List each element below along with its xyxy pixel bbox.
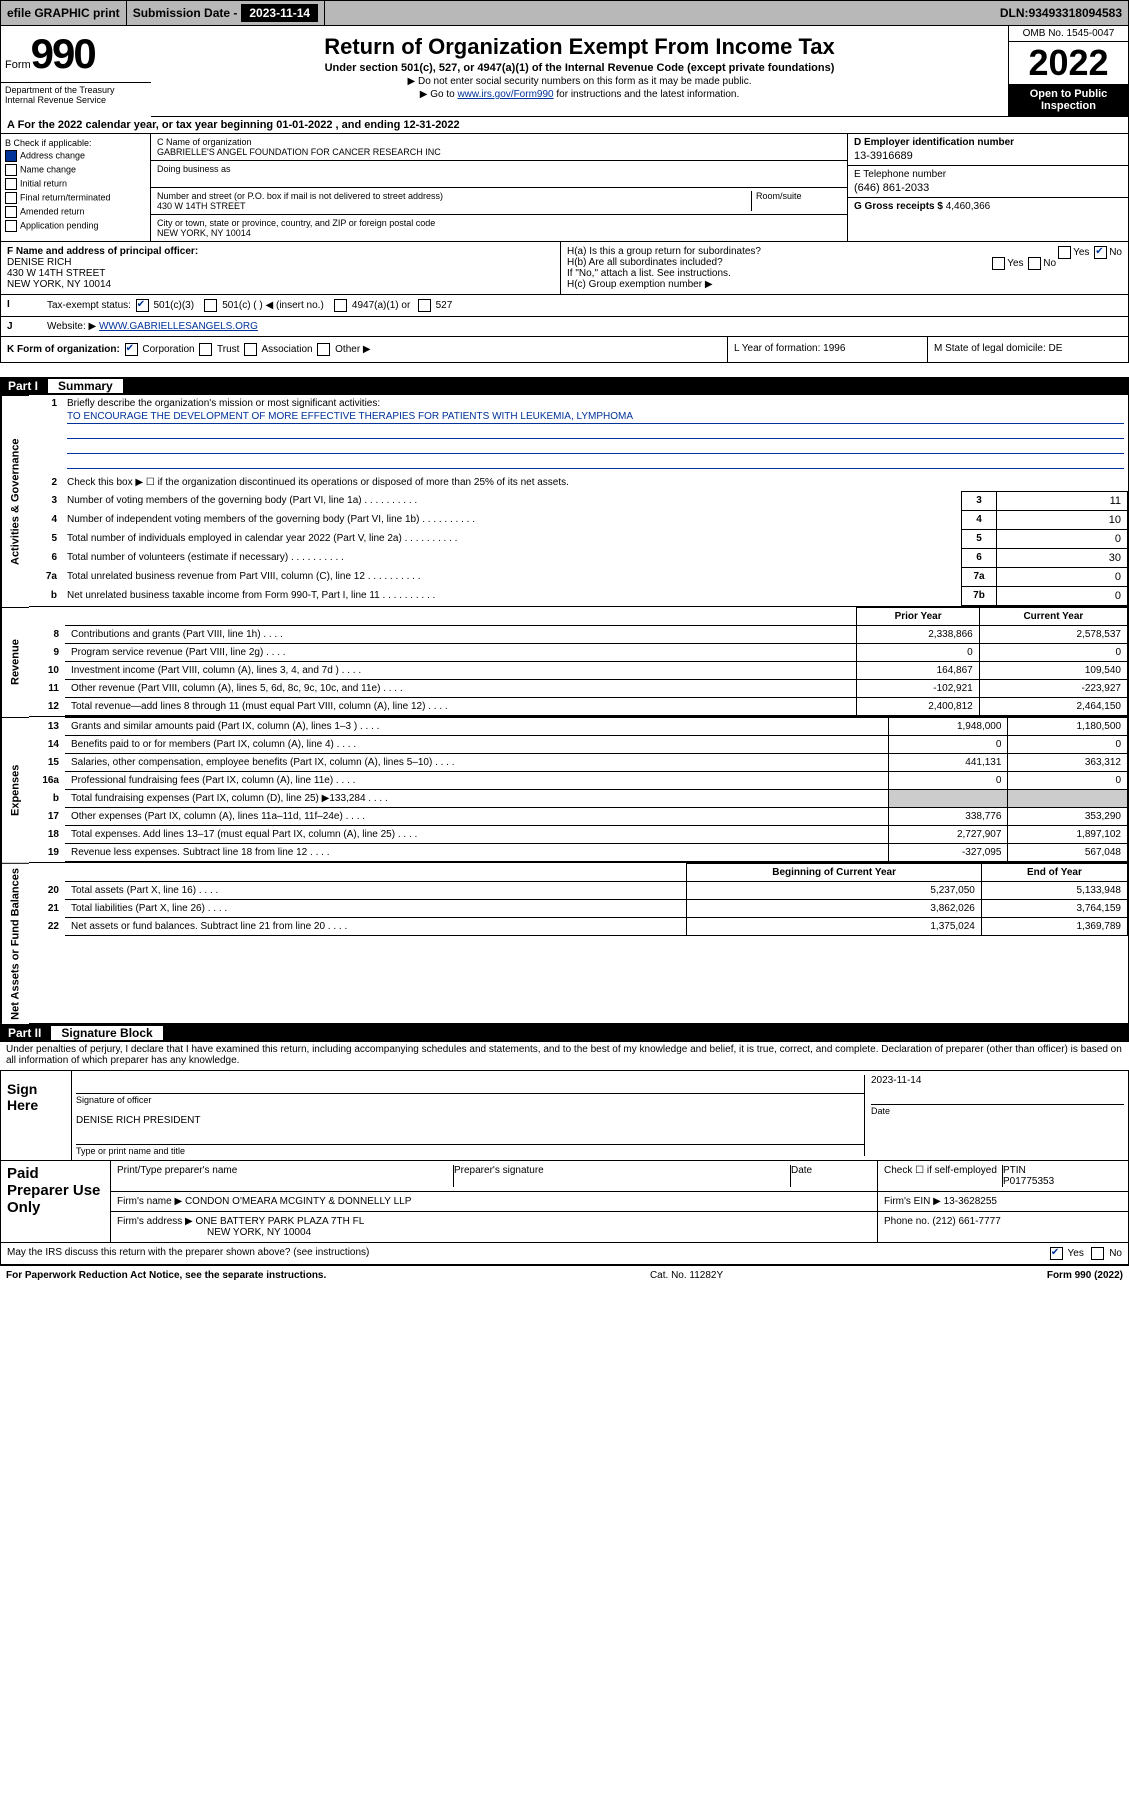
discuss-yes-check[interactable] [1050, 1247, 1063, 1260]
app-pending-check[interactable]: Application pending [5, 220, 146, 232]
netassets-label: Net Assets or Fund Balances [1, 863, 29, 1024]
initial-return-check[interactable]: Initial return [5, 178, 146, 190]
omb-number: OMB No. 1545-0047 [1009, 26, 1128, 42]
efile-label: efile GRAPHIC print [1, 1, 127, 25]
inspection-badge: Open to Public Inspection [1009, 84, 1128, 116]
corp-check[interactable] [125, 343, 138, 356]
website-row: J Website: ▶ WWW.GABRIELLESANGELS.ORG [0, 317, 1129, 337]
officer-sig-name: DENISE RICH PRESIDENT [76, 1115, 864, 1126]
form-org-row: K Form of organization: Corporation Trus… [0, 337, 1129, 363]
paid-preparer-block: Paid Preparer Use Only Print/Type prepar… [1, 1160, 1128, 1242]
firm-phone: (212) 661-7777 [932, 1216, 1000, 1227]
top-bar: efile GRAPHIC print Submission Date - 20… [0, 0, 1129, 26]
curr-year-hdr: Current Year [979, 608, 1127, 626]
final-return-check[interactable]: Final return/terminated [5, 192, 146, 204]
warning-line: ▶ Do not enter social security numbers o… [157, 76, 1002, 87]
website-link[interactable]: WWW.GABRIELLESANGELS.ORG [99, 321, 258, 332]
officer-name: DENISE RICH [7, 257, 554, 268]
page-footer: For Paperwork Reduction Act Notice, see … [0, 1265, 1129, 1285]
signature-block: Sign Here Signature of officer DENISE RI… [0, 1070, 1129, 1243]
org-city: NEW YORK, NY 10014 [157, 228, 841, 238]
phone-value: (646) 861-2033 [854, 180, 1122, 194]
org-street: 430 W 14TH STREET [157, 201, 751, 211]
firm-ein: 13-3628255 [944, 1196, 997, 1207]
mission-text: TO ENCOURAGE THE DEVELOPMENT OF MORE EFF… [67, 411, 1124, 424]
501c3-check[interactable] [136, 299, 149, 312]
org-name: GABRIELLE'S ANGEL FOUNDATION FOR CANCER … [157, 147, 841, 157]
amended-return-check[interactable]: Amended return [5, 206, 146, 218]
gross-receipts-value: 4,460,366 [946, 201, 991, 212]
expenses-label: Expenses [1, 717, 29, 863]
governance-label: Activities & Governance [1, 395, 29, 607]
officer-group-row: F Name and address of principal officer:… [0, 242, 1129, 295]
discuss-row: May the IRS discuss this return with the… [0, 1243, 1129, 1265]
form-number: Form990 [1, 26, 151, 83]
part-ii-header: Part II Signature Block [0, 1024, 1129, 1042]
form-subtitle: Under section 501(c), 527, or 4947(a)(1)… [157, 62, 1002, 74]
tax-year: 2022 [1009, 42, 1128, 84]
section-c-org: C Name of organization GABRIELLE'S ANGEL… [151, 134, 848, 241]
form-title: Return of Organization Exempt From Incom… [157, 34, 1002, 60]
tax-exempt-row: I Tax-exempt status: 501(c)(3) 501(c) ( … [0, 295, 1129, 317]
irs-link[interactable]: www.irs.gov/Form990 [457, 89, 553, 100]
domicile-state: DE [1049, 343, 1063, 354]
year-formation: 1996 [823, 343, 845, 354]
name-change-check[interactable]: Name change [5, 164, 146, 176]
dln: DLN: 93493318094583 [994, 1, 1128, 25]
section-b-checkboxes: B Check if applicable: Address change Na… [1, 134, 151, 241]
submission-date: Submission Date - 2023-11-14 [127, 1, 325, 25]
tax-year-row: A For the 2022 calendar year, or tax yea… [0, 117, 1129, 134]
ein-value: 13-3916689 [854, 148, 1122, 162]
department-label: Department of the Treasury Internal Reve… [1, 83, 151, 107]
firm-name: CONDON O'MEARA MCGINTY & DONNELLY LLP [185, 1196, 411, 1207]
addr-change-check[interactable]: Address change [5, 150, 146, 162]
ptin-value: P01775353 [1003, 1176, 1054, 1187]
prior-year-hdr: Prior Year [857, 608, 979, 626]
section-deg: D Employer identification number 13-3916… [848, 134, 1128, 241]
revenue-label: Revenue [1, 607, 29, 717]
discuss-no-check[interactable] [1091, 1247, 1104, 1260]
perjury-declaration: Under penalties of perjury, I declare th… [0, 1042, 1129, 1068]
org-info-grid: B Check if applicable: Address change Na… [0, 134, 1129, 242]
instructions-line: ▶ Go to www.irs.gov/Form990 for instruct… [157, 89, 1002, 100]
sig-date: 2023-11-14 [871, 1075, 1124, 1086]
form-header: Form990 Department of the Treasury Inter… [0, 26, 1129, 117]
part-i-header: Part I Summary [0, 377, 1129, 395]
